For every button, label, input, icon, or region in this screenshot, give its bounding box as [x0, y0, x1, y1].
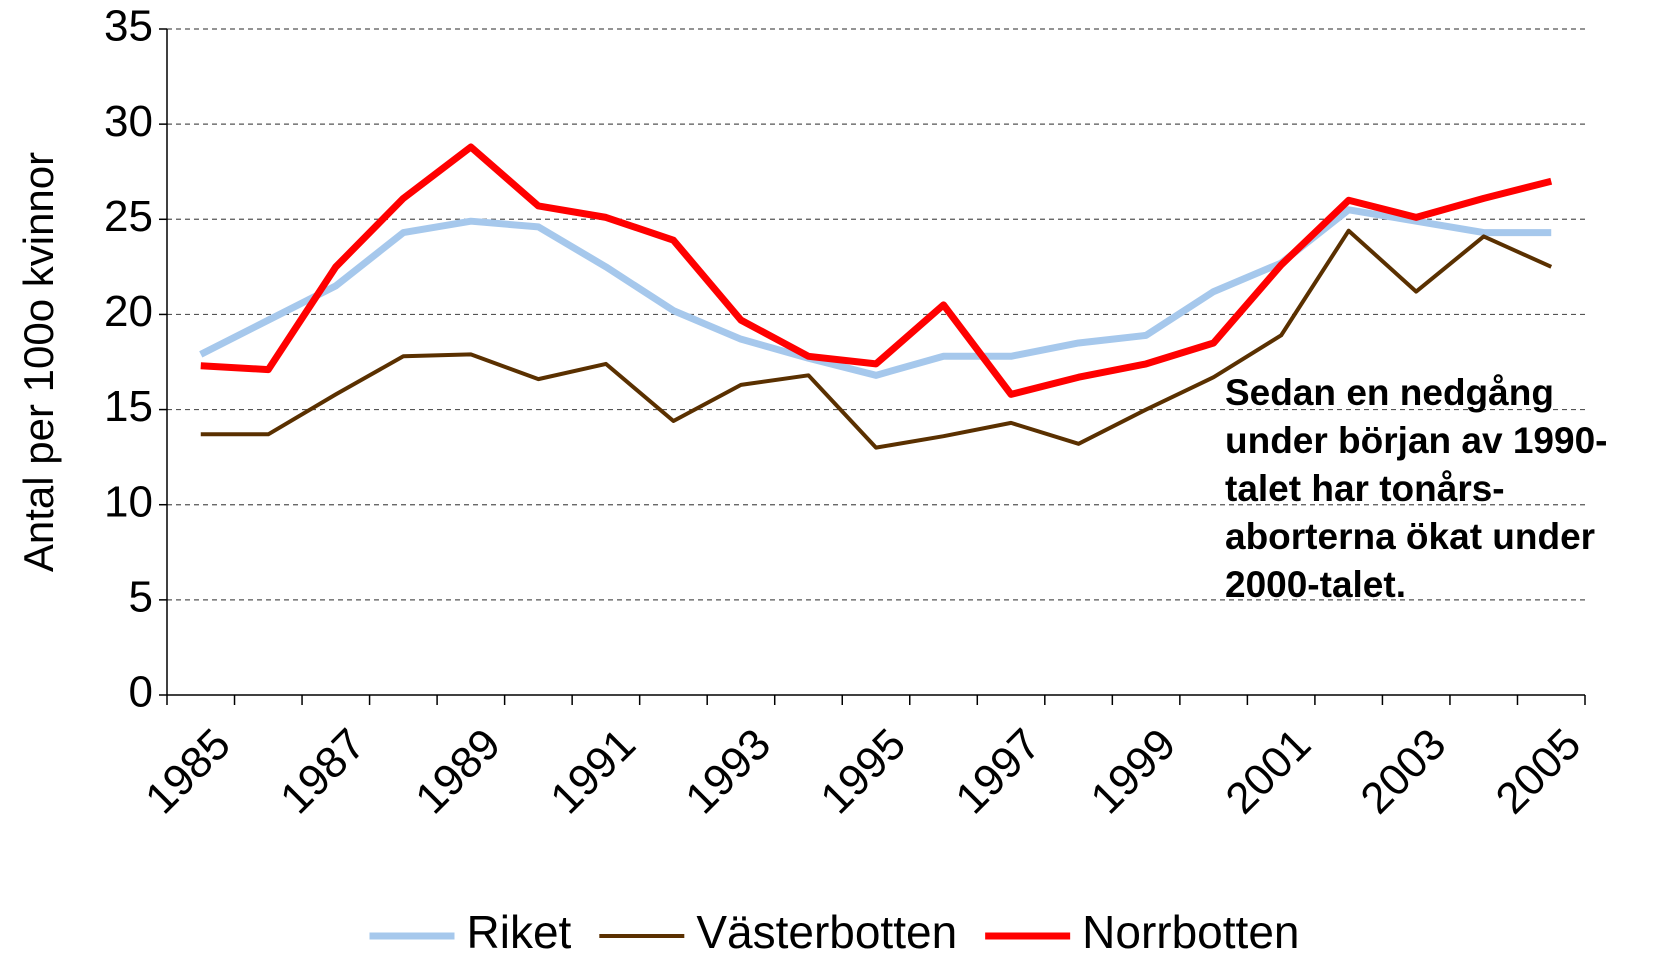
x-tick-label: 1987 — [271, 719, 375, 823]
x-tick-label: 1991 — [541, 719, 645, 823]
y-tick-label: 30 — [104, 97, 153, 146]
annotation-line: 2000-talet. — [1225, 564, 1406, 605]
series-line — [199, 206, 1552, 379]
annotation-line: under början av 1990- — [1225, 420, 1607, 461]
x-tick-label: 2005 — [1487, 719, 1591, 823]
y-axis-label: Antal per 100o kvinnor — [15, 152, 62, 572]
legend-label: Västerbotten — [696, 906, 957, 958]
y-tick-label: 35 — [104, 2, 153, 51]
y-tick-label: 0 — [129, 668, 153, 717]
y-tick-label: 15 — [104, 382, 153, 431]
x-tick-label: 1999 — [1081, 719, 1185, 823]
x-tick-label: 1989 — [406, 719, 510, 823]
annotation: Sedan en nedgång under början av 1990- tal… — [1225, 372, 1607, 605]
legend: Riket Västerbotten Norrbotten — [369, 906, 1300, 958]
legend-label: Riket — [467, 906, 572, 958]
x-tick-label: 1997 — [946, 719, 1050, 823]
annotation-line: aborterna ökat under — [1225, 516, 1595, 557]
y-tick-label: 25 — [104, 192, 153, 241]
series-line — [200, 143, 1553, 398]
series-line — [200, 228, 1553, 450]
y-tick-label: 5 — [129, 572, 153, 621]
y-tick-label: 10 — [104, 477, 153, 526]
x-tick-label: 1993 — [676, 719, 780, 823]
x-tick-label: 2003 — [1351, 719, 1455, 823]
legend-label: Norrbotten — [1082, 906, 1299, 958]
annotation-line: Sedan en nedgång — [1225, 372, 1554, 413]
x-tick-label: 1985 — [136, 719, 240, 823]
x-tick-label: 2001 — [1216, 719, 1320, 823]
y-tick-label: 20 — [104, 287, 153, 336]
annotation-line: talet har tonårs- — [1225, 468, 1505, 509]
x-tick-label: 1995 — [811, 719, 915, 823]
